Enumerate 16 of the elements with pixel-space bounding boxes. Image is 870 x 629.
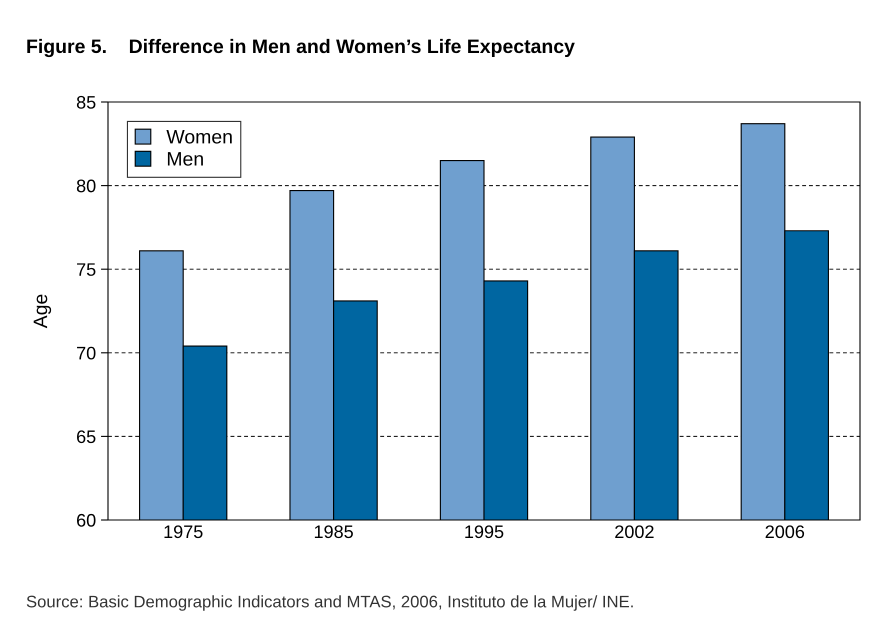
y-tick-label: 75 bbox=[77, 263, 96, 276]
legend-label: Women bbox=[166, 130, 232, 144]
chart-title: Figure 5. Difference in Men and Women’s Life Expectancy bbox=[27, 38, 575, 58]
legend-label: Men bbox=[168, 152, 203, 166]
y-tick-label: 60 bbox=[77, 514, 96, 527]
source-note: Source: Basic Demographic Indicators and MTAS, 2006, Instituto de la Mujer/ INE. bbox=[26, 595, 633, 611]
y-axis-title: Age bbox=[34, 294, 52, 328]
x-tick-label: 2006 bbox=[766, 525, 804, 538]
y-tick-label: 70 bbox=[77, 346, 96, 360]
x-tick-label: 1995 bbox=[465, 525, 504, 538]
y-tick-label: 65 bbox=[77, 430, 96, 444]
y-tick-label: 85 bbox=[76, 96, 96, 109]
x-tick-label: 1985 bbox=[314, 525, 353, 538]
x-tick-label: 2002 bbox=[615, 525, 654, 538]
y-tick-label: 80 bbox=[76, 180, 96, 192]
x-tick-label: 1975 bbox=[164, 525, 203, 538]
